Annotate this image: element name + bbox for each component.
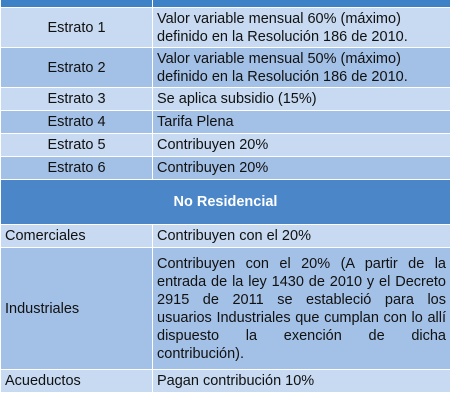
value-cell: Pagan contribución 10% — [152, 369, 450, 393]
estrato-cell: Estrato 3 — [0, 87, 153, 111]
estrato-cell: Estrato 1 — [0, 7, 153, 48]
section-header-row: No Residencial — [0, 179, 450, 225]
table-row: Acueductos Pagan contribución 10% — [0, 369, 450, 393]
type-cell: Industriales — [0, 247, 153, 370]
type-cell: Comerciales — [0, 224, 153, 248]
table-row: Estrato 1 Valor variable mensual 60% (má… — [0, 7, 450, 48]
estrato-cell: Estrato 5 — [0, 133, 153, 157]
type-cell: Acueductos — [0, 369, 153, 393]
table-row: Industriales Contribuyen con el 20% (A p… — [0, 247, 450, 370]
table-row: Comerciales Contribuyen con el 20% — [0, 224, 450, 248]
estrato-cell: Estrato 4 — [0, 110, 153, 134]
table-row: Estrato 3 Se aplica subsidio (15%) — [0, 87, 450, 111]
value-cell: Valor variable mensual 60% (máximo) defi… — [152, 7, 450, 48]
table-row: Estrato 2 Valor variable mensual 50% (má… — [0, 47, 450, 88]
value-cell: Valor variable mensual 50% (máximo) defi… — [152, 47, 450, 88]
value-cell: Tarifa Plena — [152, 110, 450, 134]
value-cell: Contribuyen 20% — [152, 156, 450, 180]
estrato-cell: Estrato 2 — [0, 47, 153, 88]
value-cell: Contribuyen con el 20% — [152, 224, 450, 248]
value-cell: Contribuyen 20% — [152, 133, 450, 157]
table-row: Estrato 5 Contribuyen 20% — [0, 133, 450, 157]
value-cell: Contribuyen con el 20% (A partir de la e… — [152, 247, 450, 370]
section-header: No Residencial — [0, 179, 450, 225]
table-header-band — [0, 0, 450, 8]
estrato-cell: Estrato 6 — [0, 156, 153, 180]
table-row: Estrato 4 Tarifa Plena — [0, 110, 450, 134]
value-cell: Se aplica subsidio (15%) — [152, 87, 450, 111]
table-row: Estrato 6 Contribuyen 20% — [0, 156, 450, 180]
